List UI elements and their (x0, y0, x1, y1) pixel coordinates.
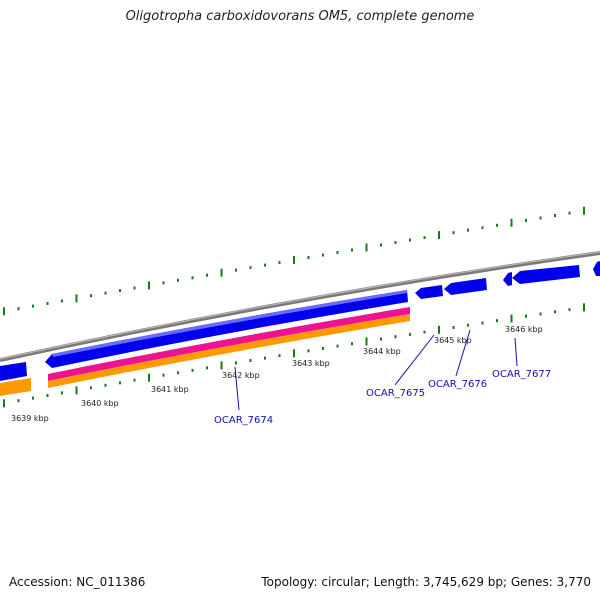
gene-arrow-ocar-7674-shade (52, 290, 407, 357)
backbone-line (0, 251, 600, 362)
gene-label-ocar-7675[interactable]: OCAR_7675 (366, 388, 425, 399)
tick-label: 3641 kbp (151, 385, 189, 394)
accession-text: Accession: NC_011386 (9, 575, 146, 589)
outer-tick-ring (3, 206, 585, 316)
leader-line-ocar-7675 (394, 334, 435, 386)
feature-band-magenta[interactable] (48, 307, 410, 381)
leader-line-ocar-7674 (234, 366, 240, 411)
gene-label-ocar-7677[interactable]: OCAR_7677 (492, 369, 551, 380)
genome-title: Oligotropha carboxidovorans OM5, complet… (125, 9, 475, 24)
gene-label-ocar-7676[interactable]: OCAR_7676 (428, 379, 487, 390)
gene-arrow-ocar-7675[interactable] (415, 285, 443, 299)
tick-label: 3645 kbp (434, 336, 472, 345)
tick-label: 3642 kbp (222, 371, 260, 380)
gene-arrow-left-edge[interactable] (0, 362, 27, 381)
tick-label: 3639 kbp (11, 414, 49, 423)
gene-arrow-ocar-7674[interactable] (45, 290, 408, 368)
leader-line-ocar-7677 (514, 337, 518, 367)
gene-arrow-ocar-7677[interactable] (512, 265, 580, 284)
backbone-highlight (0, 251, 600, 360)
leader-line-ocar-7676 (455, 329, 471, 377)
gene-label-ocar-7674[interactable]: OCAR_7674 (214, 415, 273, 426)
inner-tick-ring (3, 303, 585, 408)
tick-label: 3643 kbp (292, 359, 330, 368)
tick-label: 3646 kbp (505, 325, 543, 334)
feature-band-orange[interactable] (48, 314, 410, 388)
genome-summary-text: Topology: circular; Length: 3,745,629 bp… (261, 575, 591, 589)
gene-arrow-ocar-7676[interactable] (444, 278, 487, 295)
gene-arrow-right-edge[interactable] (593, 261, 600, 276)
tick-label: 3644 kbp (363, 347, 401, 356)
tick-label: 3640 kbp (81, 399, 119, 408)
gene-arrow-small[interactable] (503, 272, 512, 286)
feature-band-orange-left[interactable] (0, 378, 31, 396)
